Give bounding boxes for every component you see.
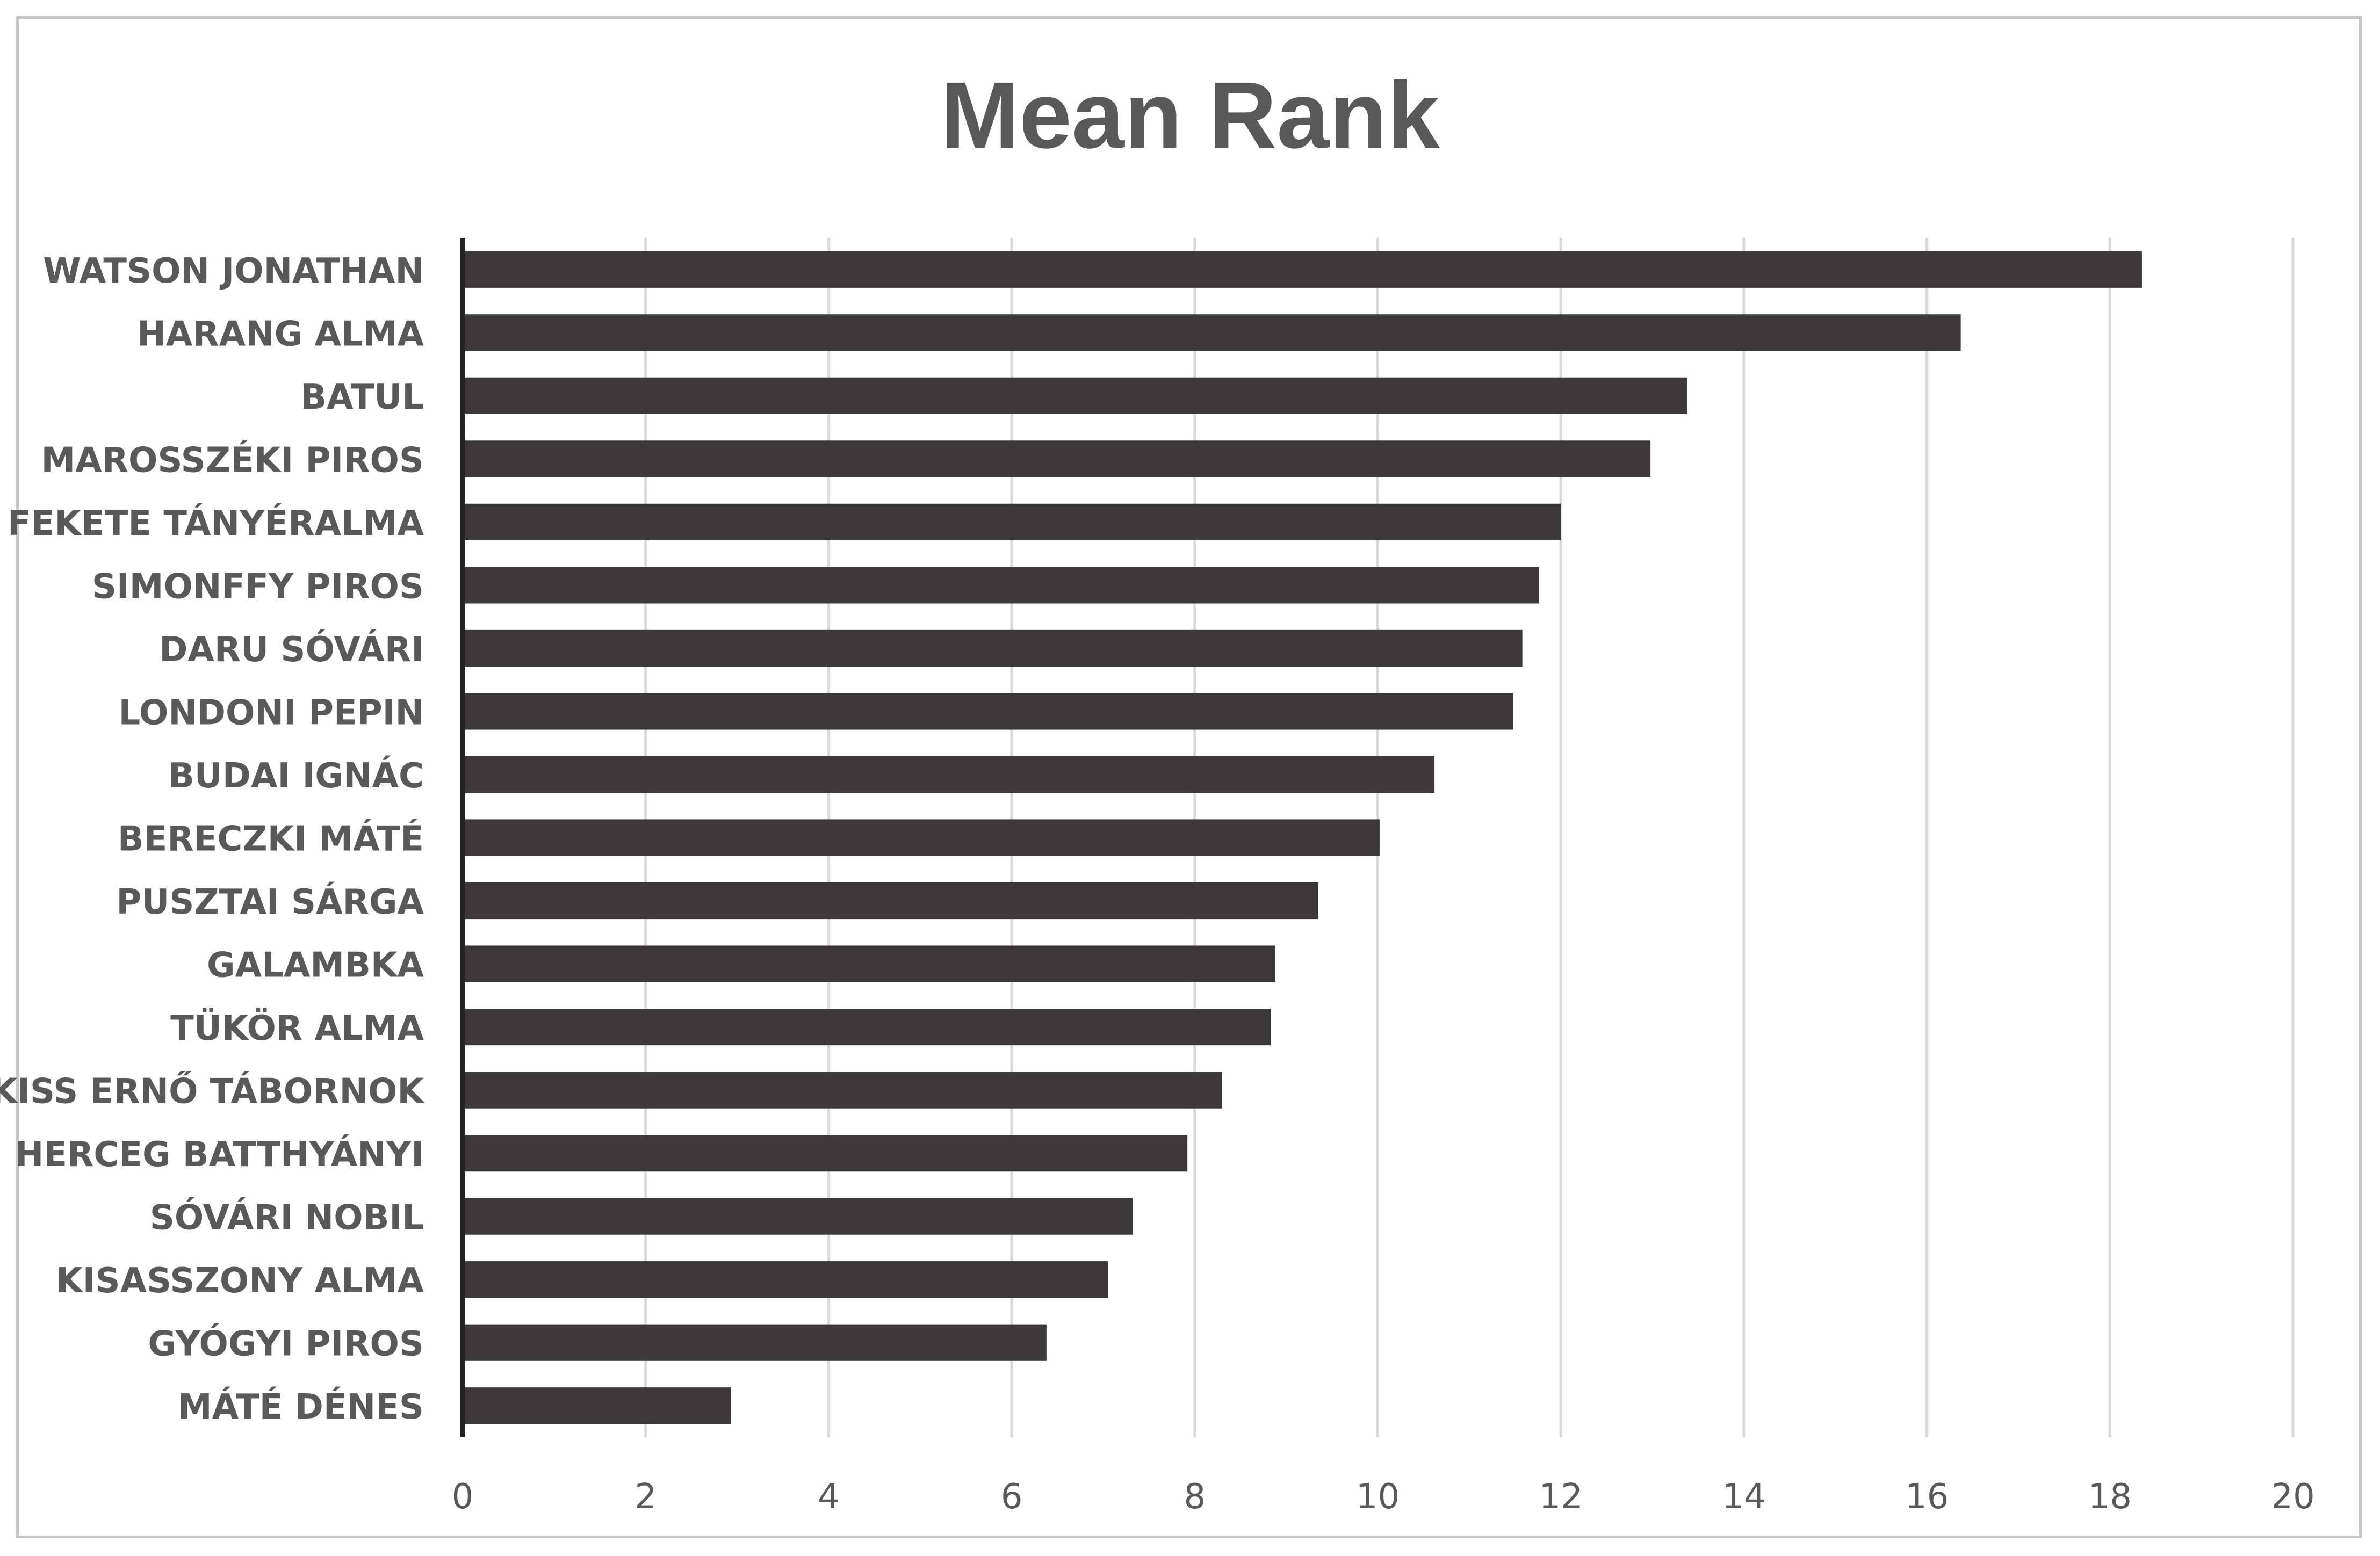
category-label: KISS ERNŐ TÁBORNOK [0,1071,425,1112]
category-label: FEKETE TÁNYÉRALMA [8,503,424,544]
bar [463,945,1275,982]
bar [463,1324,1047,1361]
bar [463,1387,731,1424]
bar [463,1008,1271,1046]
category-label: HERCEG BATTHYÁNYI [15,1134,424,1175]
category-label: GALAMBKA [207,946,424,986]
category-label: HARANG ALMA [137,314,424,354]
category-label: PUSZTAI SÁRGA [116,881,424,922]
bar [463,1198,1133,1235]
bar [463,251,2142,288]
bar [463,819,1380,856]
x-tick-label: 18 [2088,1477,2132,1517]
category-label: MAROSSZÉKI PIROS [41,439,424,480]
bar [463,377,1687,414]
x-tick-label: 0 [452,1477,474,1517]
chart-title: Mean Rank [940,63,1440,168]
bar [463,567,1539,604]
bar [463,1072,1222,1109]
bar [463,629,1523,667]
x-tick-label: 6 [1001,1477,1023,1517]
bar [463,1261,1108,1298]
x-tick-label: 20 [2271,1477,2314,1517]
category-label: BERECZKI MÁTÉ [118,819,424,859]
category-label: WATSON JONATHAN [43,251,424,291]
bar [463,882,1318,920]
category-label: DARU SÓVÁRI [159,629,424,670]
category-label: LONDONI PEPIN [118,693,424,733]
category-label: SIMONFFY PIROS [92,567,424,606]
category-label: KISASSZONY ALMA [56,1261,424,1301]
category-label: MÁTÉ DÉNES [178,1386,424,1427]
bar [463,503,1561,540]
x-tick-label: 4 [818,1477,840,1517]
category-label: GYÓGYI PIROS [148,1323,424,1364]
x-tick-label: 16 [1905,1477,1949,1517]
x-tick-label: 2 [634,1477,657,1517]
bar [463,693,1513,730]
category-label: BUDAI IGNÁC [168,755,424,796]
category-label: TÜKÖR ALMA [170,1008,424,1048]
bar [463,314,1961,351]
category-label: SÓVÁRI NOBIL [150,1197,424,1238]
bar [463,1135,1188,1172]
category-label: BATUL [300,378,424,417]
x-tick-label: 12 [1539,1477,1582,1517]
x-tick-label: 14 [1722,1477,1765,1517]
x-tick-label: 8 [1184,1477,1206,1517]
bar [463,440,1651,477]
x-tick-label: 10 [1356,1477,1400,1517]
bar [463,756,1435,793]
